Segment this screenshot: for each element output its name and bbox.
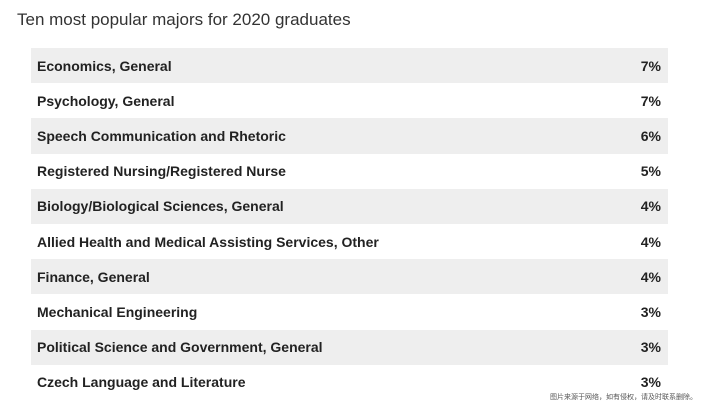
major-label: Political Science and Government, Genera… bbox=[37, 339, 323, 356]
table-row: Allied Health and Medical Assisting Serv… bbox=[31, 223, 668, 260]
major-percent: 3% bbox=[640, 339, 661, 356]
major-percent: 5% bbox=[640, 163, 661, 180]
major-percent: 4% bbox=[640, 233, 661, 250]
watermark-text: 图片来源于网络，如有侵权，请及时联系删除。 bbox=[550, 394, 697, 401]
major-percent: 6% bbox=[640, 127, 661, 144]
major-label: Psychology, General bbox=[37, 92, 175, 109]
table-row: Finance, General 4% bbox=[31, 259, 668, 295]
major-label: Economics, General bbox=[37, 57, 172, 74]
major-percent: 3% bbox=[640, 374, 661, 391]
major-label: Speech Communication and Rhetoric bbox=[37, 127, 286, 144]
table-row: Registered Nursing/Registered Nurse 5% bbox=[31, 153, 668, 189]
table-row: Psychology, General 7% bbox=[31, 83, 668, 119]
major-label: Czech Language and Literature bbox=[37, 374, 246, 391]
major-label: Allied Health and Medical Assisting Serv… bbox=[37, 233, 379, 250]
major-percent: 3% bbox=[640, 303, 661, 320]
table-row: Czech Language and Literature 3% bbox=[31, 364, 668, 400]
table-row: Speech Communication and Rhetoric 6% bbox=[31, 118, 668, 154]
major-label: Biology/Biological Sciences, General bbox=[37, 198, 284, 215]
major-label: Mechanical Engineering bbox=[37, 303, 198, 320]
chart-title: Ten most popular majors for 2020 graduat… bbox=[17, 10, 351, 29]
table-row: Biology/Biological Sciences, General 4% bbox=[31, 188, 668, 224]
major-percent: 4% bbox=[640, 268, 661, 285]
major-percent: 4% bbox=[640, 198, 661, 215]
major-label: Registered Nursing/Registered Nurse bbox=[37, 163, 286, 180]
table-row: Economics, General 7% bbox=[31, 48, 668, 84]
majors-table: Economics, General 7% Psychology, General 7… bbox=[31, 48, 668, 400]
major-percent: 7% bbox=[640, 92, 661, 109]
major-label: Finance, General bbox=[37, 268, 150, 285]
table-row: Mechanical Engineering 3% bbox=[31, 294, 668, 330]
table-row: Political Science and Government, Genera… bbox=[31, 329, 668, 365]
major-percent: 7% bbox=[640, 57, 661, 74]
